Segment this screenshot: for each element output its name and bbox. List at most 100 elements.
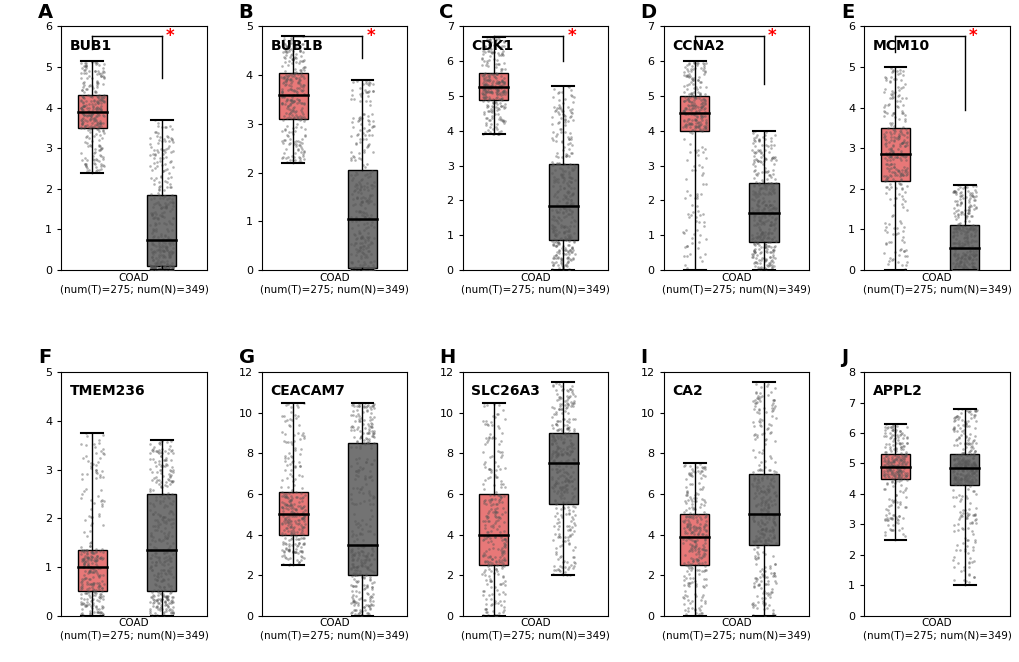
Point (689, 118, 705, 128)
Point (967, 405, 983, 416)
Point (78, 84, 95, 95)
Point (549, 416, 566, 426)
Point (695, 62, 711, 73)
Point (946, 473, 962, 483)
Point (84, 594, 100, 605)
Point (947, 265, 963, 275)
Point (559, 534, 576, 545)
Point (890, 467, 906, 477)
Point (289, 144, 306, 155)
Point (965, 460, 981, 471)
Point (695, 469, 711, 480)
Point (963, 188, 979, 199)
Point (947, 206, 963, 216)
Point (84, 166, 100, 177)
Point (289, 428, 306, 438)
Point (160, 492, 176, 502)
Point (882, 171, 899, 181)
Point (491, 114, 507, 124)
Point (95, 125, 111, 136)
Point (686, 536, 702, 546)
Point (678, 487, 694, 498)
Point (489, 85, 505, 95)
Point (956, 250, 972, 261)
Point (164, 242, 180, 253)
Point (882, 93, 899, 103)
Point (561, 245, 578, 256)
Point (744, 416, 760, 427)
Point (766, 213, 783, 223)
Point (478, 113, 494, 123)
Point (680, 71, 696, 81)
Point (355, 535, 371, 545)
Point (82, 115, 98, 125)
Point (145, 149, 161, 160)
Point (763, 262, 780, 273)
Point (762, 387, 779, 397)
Point (544, 263, 560, 274)
Point (274, 72, 290, 83)
Point (360, 115, 376, 125)
Point (891, 455, 907, 465)
Point (551, 124, 568, 134)
Point (966, 466, 982, 477)
Point (353, 182, 369, 193)
Point (545, 380, 561, 391)
Point (343, 555, 360, 566)
Point (95, 110, 111, 120)
Point (153, 260, 169, 270)
Point (163, 156, 179, 166)
Point (678, 109, 694, 120)
Point (692, 532, 708, 543)
Point (149, 525, 165, 536)
Point (90, 606, 106, 617)
Point (686, 493, 702, 504)
Point (753, 205, 769, 215)
Point (544, 481, 560, 492)
Point (559, 194, 576, 205)
Point (291, 460, 308, 471)
Point (880, 193, 897, 204)
Point (76, 559, 93, 569)
Point (143, 261, 159, 271)
Point (79, 552, 96, 563)
Point (348, 130, 365, 140)
Point (887, 462, 903, 473)
Point (693, 565, 709, 576)
Point (91, 90, 107, 101)
Point (276, 528, 292, 539)
Point (158, 152, 174, 162)
Point (685, 125, 701, 136)
Point (282, 451, 299, 461)
Point (952, 450, 968, 461)
Point (875, 248, 892, 258)
Point (159, 592, 175, 602)
Point (945, 465, 961, 476)
Point (551, 532, 568, 542)
Point (493, 563, 510, 573)
Point (550, 109, 567, 120)
Point (887, 183, 903, 193)
Point (95, 552, 111, 563)
Point (487, 93, 503, 103)
Point (965, 258, 981, 269)
Point (354, 247, 370, 258)
Point (488, 62, 504, 73)
Point (966, 474, 982, 485)
Point (283, 84, 300, 95)
Point (345, 596, 362, 606)
Point (961, 405, 977, 416)
Point (360, 246, 376, 256)
Point (950, 222, 966, 232)
Point (691, 236, 707, 247)
Point (364, 401, 380, 411)
Point (286, 461, 303, 471)
Point (753, 518, 769, 529)
Point (95, 93, 111, 104)
Point (478, 120, 494, 130)
Point (158, 518, 174, 529)
Point (85, 586, 101, 596)
Point (684, 504, 700, 514)
Point (752, 152, 768, 162)
Point (358, 432, 374, 443)
